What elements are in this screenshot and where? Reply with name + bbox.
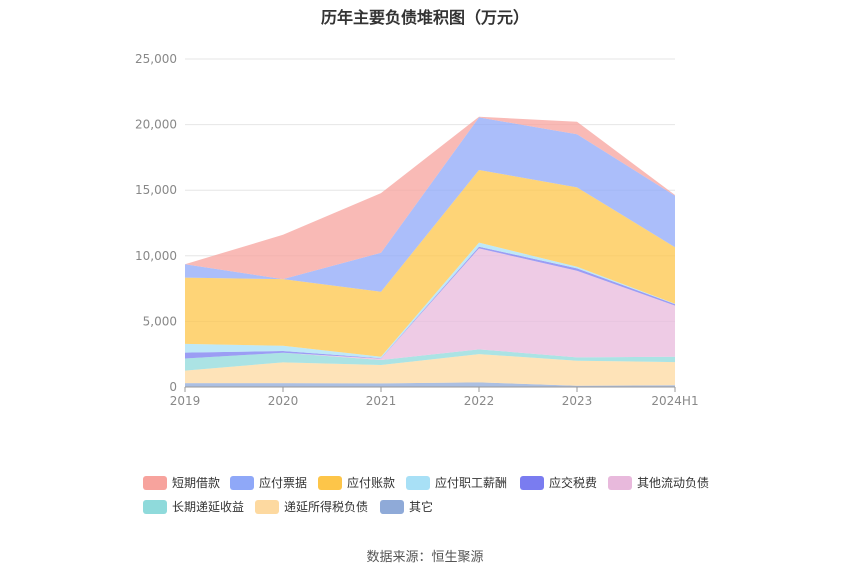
area-series-6 [185,169,675,357]
y-tick-label: 15,000 [135,183,177,197]
legend-swatch [318,475,342,490]
y-tick-label: 0 [169,380,177,394]
legend-label: 应交税费 [549,476,598,490]
y-tick-label: 20,000 [135,118,177,132]
legend-label: 应付票据 [259,476,308,490]
legend-swatch [406,475,430,490]
data-source: 数据来源：恒生聚源 [366,550,484,565]
x-tick-label: 2019 [170,394,201,408]
x-tick-label: 2021 [366,394,397,408]
legend-label: 长期递延收益 [172,500,245,514]
x-tick-label: 2024H1 [651,394,698,408]
chart-title: 历年主要负债堆积图（万元） [320,8,529,27]
legend-label: 递延所得税负债 [284,500,369,514]
legend-swatch [255,499,279,514]
area-series-8 [185,116,675,280]
area-series-3 [185,248,675,360]
y-tick-label: 10,000 [135,249,177,263]
y-tick-label: 25,000 [135,52,177,66]
legend-item[interactable]: 其它 [380,498,433,515]
area-series-5 [185,242,675,359]
area-series-4 [185,246,675,359]
legend-item[interactable]: 应付职工薪酬 [406,474,507,491]
legend-swatch [143,499,167,514]
x-tick-label: 2020 [268,394,299,408]
legend-swatch [230,475,254,490]
area-series-2 [185,349,675,371]
y-tick-label: 5,000 [143,314,177,328]
legend-item[interactable]: 长期递延收益 [143,498,244,515]
legend-item[interactable]: 其他流动负债 [608,474,709,491]
legend-swatch [520,475,544,490]
legend-item[interactable]: 应交税费 [520,474,597,491]
legend-item[interactable]: 短期借款 [143,474,220,491]
area-series-1 [185,354,675,386]
legend-item[interactable]: 应付账款 [318,474,395,491]
legend-label: 短期借款 [172,476,221,490]
legend-item[interactable]: 应付票据 [230,474,307,491]
legend-label: 应付职工薪酬 [435,476,508,490]
legend-label: 应付账款 [347,476,396,490]
legend-label: 其他流动负债 [637,476,710,490]
legend-swatch [608,475,632,490]
legend-item[interactable]: 递延所得税负债 [255,498,368,515]
legend-swatch [143,475,167,490]
area-series-7 [185,117,675,292]
area-series-0 [185,382,675,387]
legend-swatch [380,499,404,514]
x-tick-label: 2022 [464,394,495,408]
legend-label: 其它 [409,500,434,514]
x-tick-label: 2023 [562,394,593,408]
